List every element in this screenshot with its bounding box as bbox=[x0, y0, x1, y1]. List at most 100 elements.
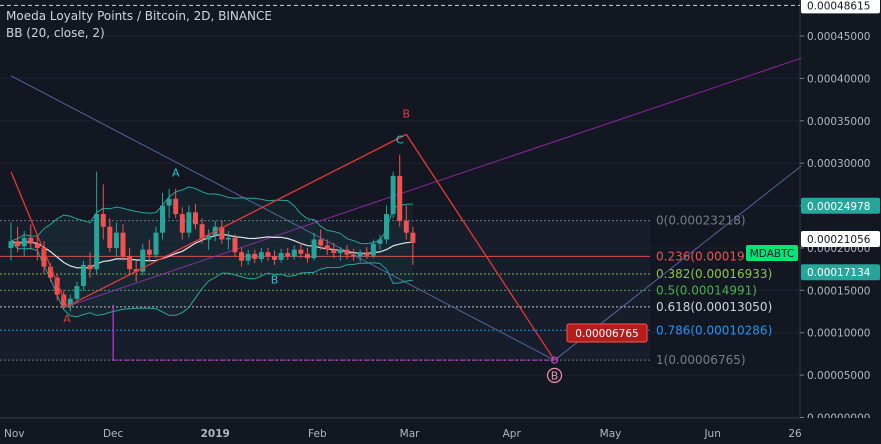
candle-body bbox=[351, 254, 357, 257]
candle-body bbox=[8, 241, 14, 248]
candle-body bbox=[54, 277, 60, 295]
candle-body bbox=[285, 253, 291, 257]
pattern-target-dot bbox=[551, 356, 559, 364]
candle-body bbox=[344, 249, 350, 255]
x-tick-label: Feb bbox=[308, 428, 327, 440]
candle-body bbox=[225, 237, 231, 240]
candle-body bbox=[357, 252, 363, 257]
candle-body bbox=[403, 220, 409, 233]
candle-body bbox=[291, 249, 297, 257]
pattern-path bbox=[10, 133, 556, 361]
trend-line-descending bbox=[10, 75, 555, 361]
candle-body bbox=[272, 256, 278, 260]
candle-body bbox=[74, 286, 80, 299]
price-tag-box bbox=[801, 231, 880, 248]
candle-body bbox=[206, 235, 212, 240]
candle-body bbox=[410, 232, 416, 243]
candle-body bbox=[34, 243, 40, 248]
pattern-point-label: B bbox=[271, 274, 279, 287]
candle-body bbox=[377, 239, 383, 244]
candles bbox=[8, 154, 416, 312]
price-tag-box bbox=[801, 264, 880, 281]
candle-body bbox=[324, 245, 330, 250]
candle-body bbox=[384, 214, 390, 240]
x-tick-label: 2019 bbox=[201, 428, 230, 440]
candle-body bbox=[140, 249, 146, 272]
pattern-point-circle bbox=[546, 367, 563, 383]
candle-body bbox=[100, 214, 106, 227]
candle-body bbox=[304, 253, 310, 259]
price-tag-label: 0.00021056 bbox=[807, 234, 871, 246]
price-tag-label: 0.00024978 bbox=[807, 201, 870, 213]
candle-body bbox=[87, 264, 93, 270]
candle-body bbox=[311, 239, 317, 259]
candle-body bbox=[94, 214, 100, 270]
time-axis[interactable]: Nov Dec 2019 Feb Mar Apr May Jun 26 bbox=[0, 417, 881, 444]
time-axis-background bbox=[0, 418, 881, 444]
fib-label: 0.236(0.00019 bbox=[656, 249, 745, 263]
x-tick-label: Dec bbox=[103, 428, 124, 440]
candle-body bbox=[318, 239, 324, 246]
pattern-point-label: A bbox=[172, 167, 180, 180]
candle-body bbox=[192, 212, 198, 225]
candle-body bbox=[127, 256, 133, 270]
bb-upper-line bbox=[10, 186, 413, 245]
fib-retracement: 0(0.00023218) 0.236(0.00019 0.382(0.000169… bbox=[0, 214, 772, 367]
candle-body bbox=[258, 252, 264, 259]
candle-body bbox=[80, 264, 86, 287]
candle-body bbox=[186, 212, 192, 233]
fib-label: 0.786(0.00010286) bbox=[656, 323, 772, 337]
target-tag-box bbox=[566, 323, 648, 343]
y-tick-label: 0.00010000 bbox=[807, 328, 870, 340]
candle-body bbox=[166, 198, 172, 206]
price-tag-box bbox=[801, 197, 880, 214]
trend-line-channel bbox=[66, 57, 802, 307]
candle-body bbox=[265, 252, 271, 257]
candle-body bbox=[232, 237, 238, 253]
candle-body bbox=[107, 226, 113, 248]
y-tick-label: 0.00045000 bbox=[807, 31, 870, 43]
pattern-point-label: B bbox=[551, 369, 559, 382]
candle-body bbox=[252, 253, 258, 259]
candle-body bbox=[239, 252, 245, 261]
candle-body bbox=[331, 249, 337, 254]
candle-body bbox=[41, 247, 47, 267]
x-tick-label: Mar bbox=[400, 428, 420, 440]
price-tag-label: 0.00048615 bbox=[807, 0, 870, 12]
candle-body bbox=[219, 226, 225, 240]
price-tags: 0.00006765 0.00048615 0.00024978 0.00021056… bbox=[566, 0, 880, 343]
y-tick-label: 0.00005000 bbox=[807, 370, 870, 382]
y-tick-label: 0.00015000 bbox=[807, 285, 870, 297]
x-tick-label: May bbox=[600, 428, 622, 440]
candle-body bbox=[67, 298, 73, 306]
y-tick-label: 0.00035000 bbox=[807, 116, 870, 128]
y-tick-label: 0.00040000 bbox=[807, 73, 870, 85]
candle-body bbox=[133, 269, 139, 272]
candle-body bbox=[173, 198, 179, 215]
candle-body bbox=[337, 249, 343, 254]
target-tag-label: 0.00006765 bbox=[575, 328, 638, 340]
x-tick-label: Nov bbox=[4, 428, 25, 440]
candle-body bbox=[28, 237, 34, 244]
pattern-point-label: B bbox=[403, 107, 411, 120]
trend-lines bbox=[10, 57, 802, 361]
candle-body bbox=[146, 249, 152, 255]
candle-body bbox=[179, 214, 185, 233]
candle-body bbox=[397, 175, 403, 221]
candle-body bbox=[390, 175, 396, 215]
y-tick-label: 0.00030000 bbox=[807, 158, 870, 170]
indicator-legend[interactable]: BB (20, close, 2) bbox=[6, 26, 105, 40]
symbol-tag-box bbox=[746, 245, 798, 262]
fib-label: 0.618(0.00013050) bbox=[656, 300, 772, 314]
candle-body bbox=[153, 232, 159, 255]
candle-body bbox=[278, 253, 284, 260]
symbol-tag-label: MDABTC bbox=[750, 248, 794, 260]
pattern-point-label: C bbox=[396, 134, 404, 147]
price-tag-label: 0.00017134 bbox=[807, 267, 871, 279]
candle-body bbox=[21, 237, 27, 247]
candle-body bbox=[15, 241, 21, 247]
fib-label: 0.5(0.00014991) bbox=[656, 283, 757, 297]
candle-body bbox=[245, 253, 251, 261]
